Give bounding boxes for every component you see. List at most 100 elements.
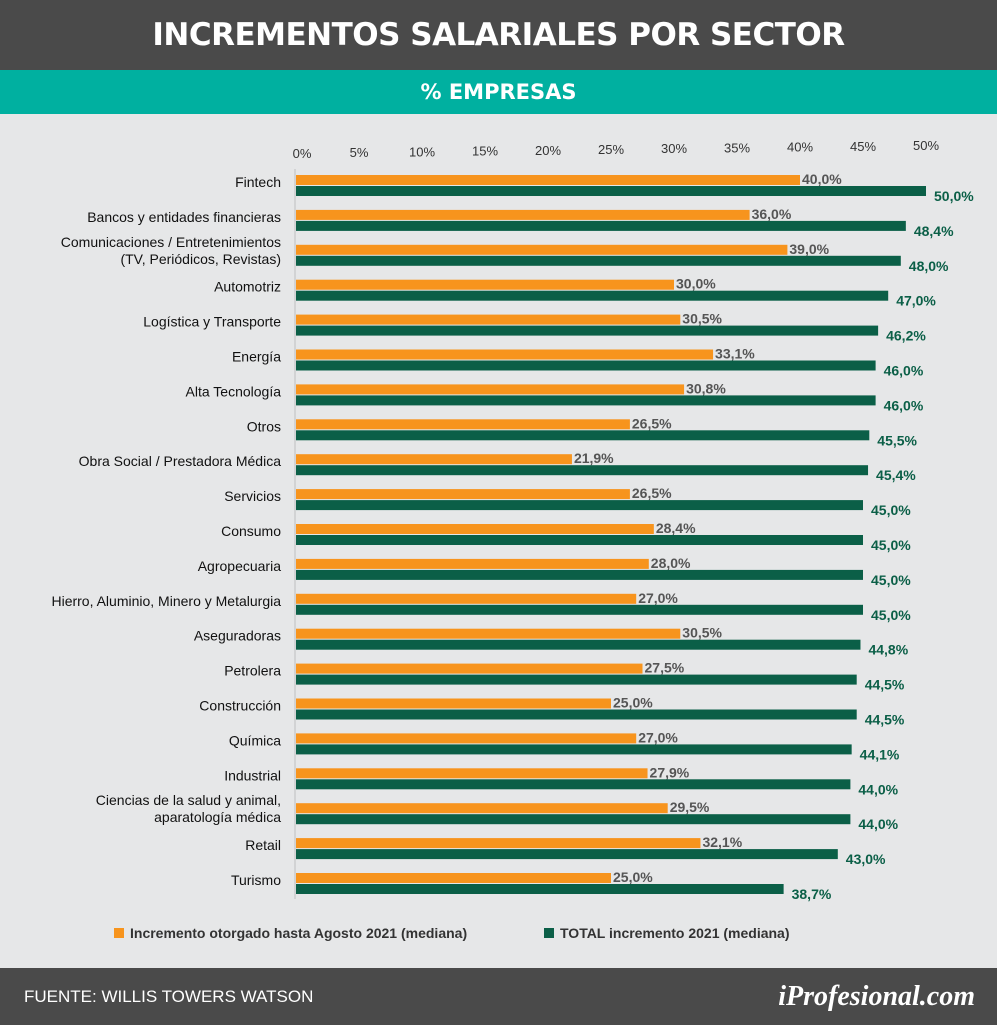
data-label-partial: 25,0% <box>613 869 653 885</box>
bar-total-increase <box>296 884 784 894</box>
bar-partial-increase <box>296 524 654 534</box>
bar-total-increase <box>296 360 876 371</box>
data-label-total: 48,4% <box>914 223 954 239</box>
bar-partial-increase <box>296 558 649 569</box>
category-label: Energía <box>232 349 281 365</box>
data-label-partial: 27,9% <box>650 764 690 780</box>
category-label: Otros <box>247 418 281 434</box>
bar-chart: 0% 5% 10% 15% 20% 25% 30% 35% 40% 45% 50% Fintech 40… <box>51 138 974 902</box>
data-label-total: 44,5% <box>865 677 905 693</box>
data-label-partial: 30,0% <box>676 276 716 292</box>
data-label-total: 45,4% <box>876 467 916 483</box>
bar-partial-increase <box>296 489 630 500</box>
data-label-total: 46,2% <box>886 328 926 344</box>
data-label-partial: 21,9% <box>574 450 614 466</box>
data-label-total: 48,0% <box>909 258 949 274</box>
bar-partial-increase <box>296 279 674 290</box>
bar-partial-increase <box>296 314 681 325</box>
bar-partial-increase <box>296 803 668 814</box>
footer-bar: FUENTE: WILLIS TOWERS WATSON iProfesiona… <box>0 968 997 1025</box>
bar-partial-increase <box>296 698 611 709</box>
x-tick-label: 15% <box>472 144 498 159</box>
data-label-partial: 33,1% <box>715 346 755 362</box>
legend-item-total: TOTAL incremento 2021 (mediana) <box>544 923 790 943</box>
category-label: Turismo <box>231 872 281 888</box>
x-tick-label: 40% <box>787 140 813 155</box>
bar-total-increase <box>296 674 857 685</box>
bar-total-increase <box>296 709 857 720</box>
legend-label-total: TOTAL incremento 2021 (mediana) <box>560 925 790 941</box>
data-label-total: 45,5% <box>877 432 917 448</box>
category-label: Fintech <box>235 174 281 190</box>
data-label-total: 45,0% <box>871 572 911 588</box>
category-label: Hierro, Aluminio, Minero y Metalurgia <box>51 593 281 609</box>
data-label-total: 50,0% <box>934 188 974 204</box>
data-label-total: 44,0% <box>858 816 898 832</box>
category-label: Aseguradoras <box>194 628 281 644</box>
bar-partial-increase <box>296 209 750 220</box>
category-label: Petrolera <box>224 663 281 679</box>
bar-partial-increase <box>296 349 714 360</box>
data-label-partial: 28,4% <box>656 520 696 536</box>
bar-total-increase <box>296 779 851 790</box>
category-label: Agropecuaria <box>198 558 281 574</box>
bar-total-increase <box>296 186 926 196</box>
bar-partial-increase <box>296 838 701 849</box>
bar-partial-increase <box>296 768 648 779</box>
data-label-partial: 39,0% <box>789 241 829 257</box>
data-label-partial: 25,0% <box>613 695 653 711</box>
source-note: FUENTE: WILLIS TOWERS WATSON <box>24 986 314 1006</box>
bar-partial-increase <box>296 419 630 430</box>
x-tick-label: 30% <box>661 141 687 156</box>
x-tick-label: 35% <box>724 140 750 155</box>
bar-total-increase <box>296 430 870 441</box>
bar-total-increase <box>296 814 851 825</box>
data-label-total: 44,8% <box>868 642 908 658</box>
bar-partial-increase <box>296 593 637 604</box>
bar-partial-increase <box>296 175 800 185</box>
x-tick-label: 20% <box>535 143 561 158</box>
bar-partial-increase <box>296 628 681 639</box>
bar-partial-increase <box>296 454 572 465</box>
brand-logo: iProfesional.com <box>778 980 975 1012</box>
chart-subtitle: % EMPRESAS <box>0 70 997 114</box>
data-label-partial: 30,8% <box>686 380 726 396</box>
data-label-partial: 26,5% <box>632 485 672 501</box>
x-tick-label: 0% <box>293 146 312 161</box>
category-label: Retail <box>245 837 281 853</box>
data-label-total: 43,0% <box>846 851 886 867</box>
bar-total-increase <box>296 604 863 615</box>
data-label-partial: 27,0% <box>638 590 678 606</box>
data-label-total: 46,0% <box>884 363 924 379</box>
category-label: Comunicaciones / Entretenimientos (TV, Pe… <box>61 234 281 267</box>
data-label-partial: 36,0% <box>752 206 792 222</box>
x-tick-label: 25% <box>598 142 624 157</box>
data-label-total: 45,0% <box>871 502 911 518</box>
bar-partial-increase <box>296 244 788 255</box>
legend-item-partial: Incremento otorgado hasta Agosto 2021 (m… <box>114 923 467 943</box>
bar-total-increase <box>296 639 861 650</box>
bar-total-increase <box>296 325 879 336</box>
category-label: Automotriz <box>214 279 281 295</box>
category-label: Servicios <box>224 488 281 504</box>
bar-total-increase <box>296 849 838 860</box>
chart-title: INCREMENTOS SALARIALES POR SECTOR <box>0 0 997 70</box>
data-label-total: 44,0% <box>858 781 898 797</box>
category-label: Química <box>229 732 281 748</box>
bar-total-increase <box>296 290 889 301</box>
category-label: Construcción <box>199 698 281 714</box>
bar-total-increase <box>296 500 863 511</box>
data-label-partial: 30,5% <box>682 625 722 641</box>
bar-total-increase <box>296 255 901 266</box>
category-label: Consumo <box>221 523 281 539</box>
data-label-total: 44,1% <box>860 746 900 762</box>
data-label-partial: 32,1% <box>702 834 742 850</box>
bar-partial-increase <box>296 663 643 674</box>
x-tick-label: 5% <box>350 145 369 160</box>
data-label-partial: 30,5% <box>682 311 722 327</box>
category-label: Ciencias de la salud y animal, aparatolog… <box>96 792 281 825</box>
x-tick-label: 10% <box>409 144 435 159</box>
category-label: Logística y Transporte <box>143 314 281 330</box>
data-label-total: 46,0% <box>884 397 924 413</box>
data-label-partial: 27,0% <box>638 729 678 745</box>
